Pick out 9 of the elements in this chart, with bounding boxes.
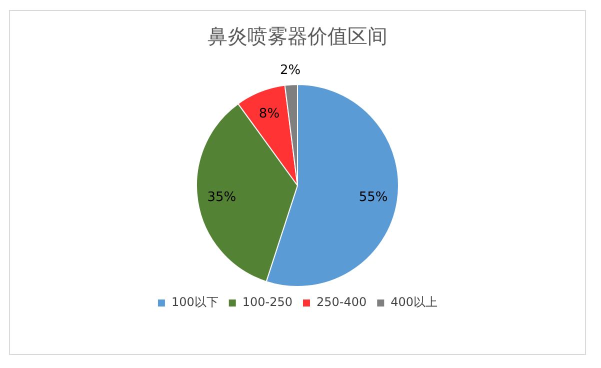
data-label: 8% [258,106,280,122]
data-label: 35% [207,190,236,205]
legend-label: 400以上 [390,295,438,310]
legend-label: 100-250 [242,295,292,310]
data-label: 55% [358,190,388,205]
legend-label: 250-400 [316,295,367,310]
data-label: 2% [280,63,301,78]
chart-title: 鼻炎喷雾器价值区间 [208,24,388,48]
legend-label: 100以下 [171,295,218,310]
